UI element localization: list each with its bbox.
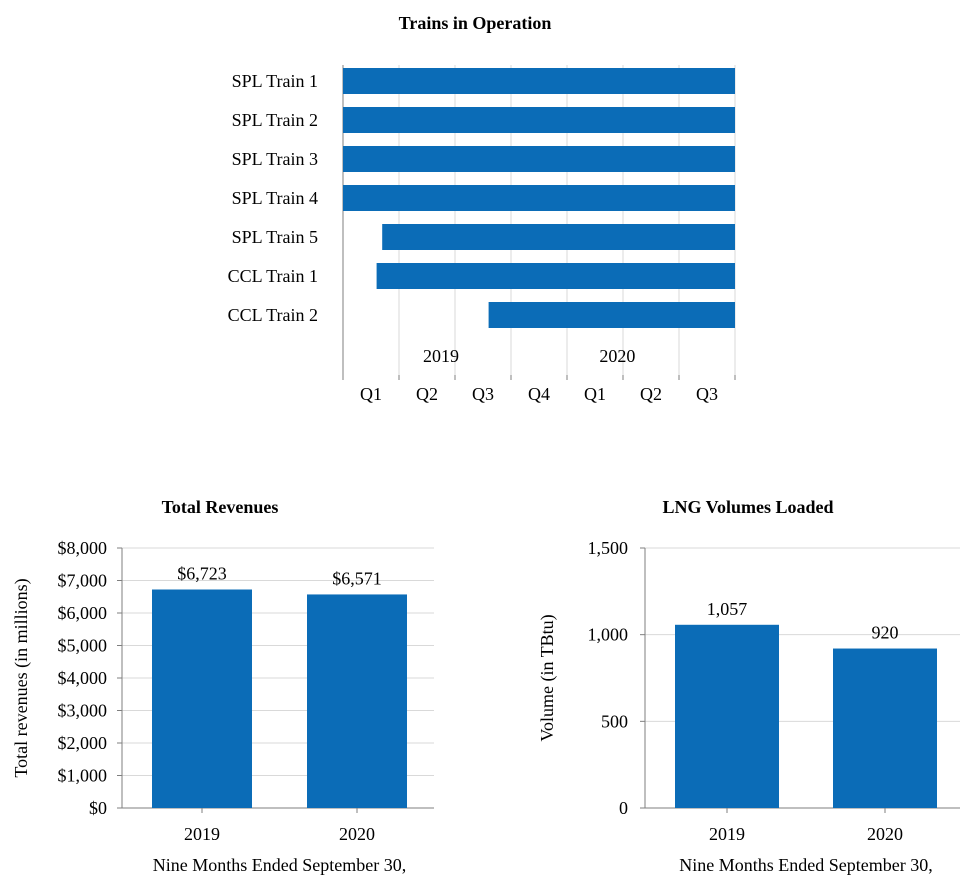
- bar: [307, 594, 407, 808]
- category-label: SPL Train 3: [232, 149, 318, 169]
- x-tick-label: Q1: [360, 384, 382, 404]
- y-tick-label: $1,000: [58, 766, 108, 786]
- y-tick-label: $5,000: [58, 636, 108, 656]
- x-axis-label: Nine Months Ended September 30,: [679, 855, 932, 875]
- y-tick-label: $7,000: [58, 571, 108, 591]
- bar: [152, 589, 252, 808]
- chart-title: Total Revenues: [162, 497, 279, 517]
- y-tick-label: $4,000: [58, 668, 108, 688]
- gantt-bar: [343, 185, 735, 211]
- x-tick-label: 2019: [184, 824, 220, 844]
- bar: [675, 624, 779, 808]
- category-label: CCL Train 1: [228, 266, 318, 286]
- year-label: 2020: [599, 346, 635, 366]
- y-tick-label: $8,000: [58, 538, 108, 558]
- total-revenues-chart: Total Revenues $0 $1,000 $2,000 $3,000 $4,000…: [11, 497, 434, 875]
- y-tick-label: $0: [89, 798, 107, 818]
- y-tick-label: 500: [601, 711, 628, 731]
- gantt-bar: [343, 68, 735, 94]
- gantt-bar: [488, 302, 735, 328]
- gantt-bar: [376, 263, 735, 289]
- year-label: 2019: [423, 346, 459, 366]
- x-tick-label: Q3: [472, 384, 494, 404]
- category-label: SPL Train 5: [232, 227, 318, 247]
- category-label: CCL Train 2: [228, 305, 318, 325]
- x-tick-label: Q3: [696, 384, 718, 404]
- trains-in-operation-chart: Trains in Operation SPL Train 1 SPL Train …: [228, 13, 736, 404]
- category-label: SPL Train 4: [232, 188, 318, 208]
- x-tick-label: Q1: [584, 384, 606, 404]
- y-tick-label: $3,000: [58, 701, 108, 721]
- y-tick-label: 1,500: [588, 538, 629, 558]
- y-tick-label: $6,000: [58, 603, 108, 623]
- bar: [833, 648, 937, 808]
- gantt-bar: [382, 224, 735, 250]
- data-label: $6,723: [177, 564, 227, 584]
- lng-volumes-chart: LNG Volumes Loaded 0 500 1,000 1,500 1,057 201…: [537, 497, 960, 875]
- x-tick-label: Q2: [640, 384, 662, 404]
- data-label: $6,571: [332, 568, 382, 588]
- data-label: 1,057: [707, 599, 748, 619]
- category-label: SPL Train 2: [232, 110, 318, 130]
- x-tick-label: 2020: [339, 824, 375, 844]
- y-tick-label: $2,000: [58, 733, 108, 753]
- x-tick-label: Q2: [416, 384, 438, 404]
- y-axis-label: Total revenues (in millions): [11, 578, 32, 777]
- x-tick-label: 2019: [709, 824, 745, 844]
- gantt-bar: [343, 146, 735, 172]
- x-tick-label: Q4: [528, 384, 550, 404]
- category-label: SPL Train 1: [232, 71, 318, 91]
- data-label: 920: [872, 623, 899, 643]
- chart-title: LNG Volumes Loaded: [662, 497, 833, 517]
- x-axis-label: Nine Months Ended September 30,: [153, 855, 406, 875]
- y-axis-label: Volume (in TBtu): [537, 614, 558, 741]
- y-tick-label: 0: [619, 798, 628, 818]
- y-tick-label: 1,000: [588, 625, 629, 645]
- chart-title: Trains in Operation: [399, 13, 552, 33]
- x-tick-label: 2020: [867, 824, 903, 844]
- gantt-bar: [343, 107, 735, 133]
